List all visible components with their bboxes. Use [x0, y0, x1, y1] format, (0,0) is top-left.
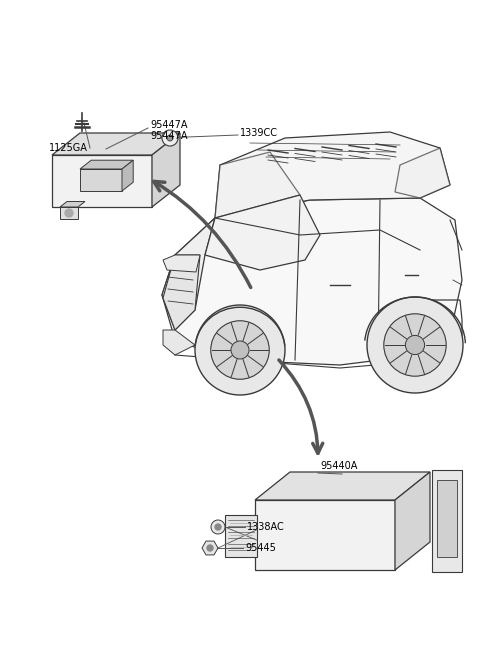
Circle shape [162, 130, 178, 146]
Polygon shape [52, 155, 152, 207]
Polygon shape [205, 195, 320, 270]
Text: 1338AC: 1338AC [247, 522, 285, 532]
Polygon shape [162, 218, 215, 330]
Text: 95440A: 95440A [320, 461, 358, 471]
Circle shape [367, 297, 463, 393]
Polygon shape [215, 132, 450, 218]
Polygon shape [215, 152, 300, 218]
Polygon shape [255, 472, 430, 500]
Polygon shape [255, 500, 395, 570]
Circle shape [65, 209, 73, 217]
Polygon shape [52, 133, 180, 155]
Circle shape [406, 335, 425, 354]
Circle shape [231, 341, 249, 359]
Polygon shape [432, 470, 462, 572]
Polygon shape [60, 202, 85, 207]
Circle shape [211, 520, 225, 534]
Text: 95447A: 95447A [150, 131, 188, 141]
Circle shape [207, 545, 213, 551]
Polygon shape [163, 255, 200, 330]
Circle shape [167, 135, 173, 141]
Polygon shape [162, 198, 462, 365]
Circle shape [286, 244, 294, 252]
Polygon shape [163, 330, 195, 355]
Polygon shape [202, 541, 218, 555]
Text: 95447A: 95447A [150, 120, 188, 130]
Circle shape [384, 314, 446, 376]
Text: 95445: 95445 [245, 543, 276, 553]
Circle shape [195, 305, 285, 395]
Polygon shape [437, 480, 457, 557]
Polygon shape [395, 148, 450, 198]
Polygon shape [152, 133, 180, 207]
Text: 1125GA: 1125GA [49, 143, 88, 153]
Polygon shape [225, 515, 257, 557]
Circle shape [215, 524, 221, 530]
Polygon shape [80, 169, 122, 191]
Polygon shape [122, 160, 133, 191]
Circle shape [211, 321, 269, 379]
Polygon shape [395, 472, 430, 570]
Polygon shape [80, 160, 133, 169]
Text: 1339CC: 1339CC [240, 128, 278, 138]
Polygon shape [163, 255, 200, 272]
Polygon shape [60, 207, 78, 219]
